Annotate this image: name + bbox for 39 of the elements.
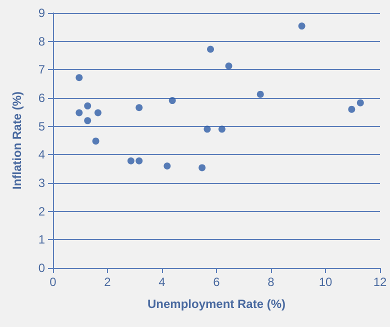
point bbox=[225, 62, 232, 70]
y-tick-label: 2 bbox=[38, 204, 46, 218]
point bbox=[136, 104, 143, 112]
y-tick-label: 3 bbox=[38, 176, 46, 190]
point bbox=[136, 157, 143, 164]
point bbox=[84, 117, 92, 124]
y-tick-label: 5 bbox=[38, 119, 46, 134]
point bbox=[84, 102, 92, 110]
y-tick-label: 0 bbox=[38, 261, 46, 275]
point bbox=[198, 164, 206, 172]
y-tick-label: 4 bbox=[38, 148, 46, 162]
x-tick-label: 10 bbox=[318, 275, 332, 289]
x-tick-label: 8 bbox=[268, 275, 275, 289]
y-tick-label: 6 bbox=[38, 91, 46, 105]
point bbox=[92, 138, 100, 145]
x-tick-label: 0 bbox=[50, 275, 57, 289]
point bbox=[127, 157, 134, 164]
point bbox=[256, 90, 264, 98]
x-axis-title: Unemployment Rate (%) bbox=[147, 297, 286, 311]
point bbox=[207, 46, 214, 53]
point bbox=[94, 109, 102, 116]
y-tick-label: 1 bbox=[38, 232, 46, 247]
x-tick-label: 12 bbox=[373, 275, 387, 289]
y-tick-label: 8 bbox=[38, 34, 46, 48]
point bbox=[76, 109, 83, 116]
y-tick-label: 9 bbox=[38, 6, 46, 20]
point bbox=[164, 162, 171, 170]
y-tick-label: 7 bbox=[38, 62, 46, 77]
point bbox=[298, 22, 306, 30]
point bbox=[76, 74, 83, 82]
point bbox=[356, 99, 364, 106]
point bbox=[218, 126, 226, 133]
y-axis-title: Inflation Rate (%) bbox=[10, 92, 24, 190]
point bbox=[348, 106, 356, 113]
x-tick-label: 6 bbox=[213, 275, 220, 289]
x-tick-label: 4 bbox=[158, 275, 166, 289]
point bbox=[168, 97, 176, 104]
x-tick-label: 2 bbox=[104, 275, 112, 289]
point bbox=[204, 126, 211, 133]
